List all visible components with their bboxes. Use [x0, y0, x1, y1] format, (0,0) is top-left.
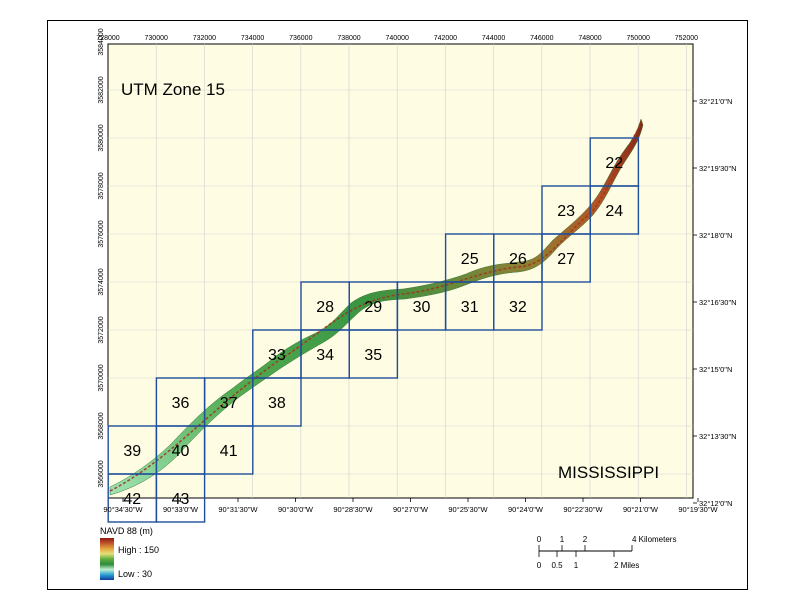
longitude-tick-label: 90°30'0"W: [278, 505, 314, 514]
longitude-tick-label: 90°27'0"W: [393, 505, 429, 514]
scale-km-label: 2: [583, 535, 588, 544]
easting-tick-labels: 728000 730000 732000 734000 736000 738000 7400…: [96, 35, 698, 42]
tile-32[interactable]: 32: [493, 281, 543, 331]
northing-tick-label: 3566000: [98, 460, 105, 487]
scale-bar-ticks: [538, 545, 633, 557]
tile-label: 25: [461, 251, 479, 268]
easting-tick-label: 742000: [434, 35, 457, 42]
easting-tick-label: 748000: [578, 35, 601, 42]
easting-tick-label: 738000: [337, 35, 360, 42]
easting-tick-label: 750000: [627, 35, 650, 42]
tile-label: 26: [509, 251, 527, 268]
northing-tick-label: 3576000: [98, 220, 105, 247]
easting-tick-label: 732000: [193, 35, 216, 42]
tile-label: 24: [605, 203, 623, 220]
tile-label: 38: [268, 395, 286, 412]
tile-41[interactable]: 41: [203, 425, 254, 475]
longitude-tick-label: 90°21'0"W: [623, 505, 659, 514]
latitude-tick-label: 32°19'30"N: [699, 164, 737, 173]
longitude-tick-label: 90°24'0"W: [508, 505, 544, 514]
northing-tick-label: 3570000: [98, 364, 105, 391]
easting-tick-label: 730000: [145, 35, 168, 42]
scale-km-label: 1: [560, 535, 565, 544]
longitude-tick-labels: 90°34'30"W 90°33'0"W 90°31'30"W 90°30'0"W 90…: [103, 498, 719, 514]
tile-label: 22: [605, 155, 623, 172]
northing-tick-label: 3582000: [98, 76, 105, 103]
northing-tick-label: 3568000: [98, 412, 105, 439]
legend-color-ramp: [100, 538, 114, 580]
tile-label: 36: [172, 395, 190, 412]
tile-label: 33: [268, 347, 286, 364]
scale-km-label: 4 Kilometers: [632, 535, 676, 544]
scale-bar-km-labels: 0 1 2 4 Kilometers: [537, 535, 677, 544]
easting-tick-label: 728000: [96, 35, 119, 42]
northing-tick-label: 3574000: [98, 268, 105, 295]
tile-label: 34: [316, 347, 334, 364]
latitude-tick-label: 32°12'0"N: [699, 499, 732, 508]
easting-tick-label: 752000: [675, 35, 698, 42]
tile-label: 30: [413, 299, 431, 316]
latitude-tick-labels: 32°21'0"N 32°19'30"N 32°18'0"N 32°16'30"N 32…: [693, 97, 737, 508]
tile-label: 40: [172, 443, 190, 460]
tile-27[interactable]: 27: [541, 233, 591, 283]
legend-high-label: High : 150: [118, 545, 159, 555]
legend-low-label: Low : 30: [118, 569, 152, 579]
easting-tick-label: 734000: [241, 35, 264, 42]
longitude-tick-label: 90°22'30"W: [563, 505, 603, 514]
tile-24[interactable]: 24: [589, 185, 640, 235]
tile-label: 39: [123, 443, 141, 460]
scale-mile-label: 0.5: [551, 561, 563, 570]
easting-tick-label: 746000: [530, 35, 553, 42]
tile-35[interactable]: 35: [348, 329, 399, 379]
scale-mile-label: 2 Miles: [614, 561, 639, 570]
northing-tick-label: 3580000: [98, 124, 105, 151]
state-label: MISSISSIPPI: [558, 463, 659, 482]
latitude-tick-label: 32°13'30"N: [699, 432, 737, 441]
river-elevation-ribbon: [109, 118, 644, 496]
tile-label: 37: [220, 395, 238, 412]
longitude-tick-label: 90°28'30"W: [333, 505, 373, 514]
tile-label: 23: [557, 203, 575, 220]
longitude-tick-label: 90°33'0"W: [163, 505, 199, 514]
northing-tick-labels: 3584000 3582000 3580000 3578000 3576000 35740…: [98, 28, 105, 487]
longitude-tick-label: 90°31'30"W: [218, 505, 258, 514]
tile-label: 32: [509, 299, 527, 316]
latitude-tick-label: 32°21'0"N: [699, 97, 732, 106]
scale-bar-mile-labels: 0 0.5 1 2 Miles: [537, 561, 640, 570]
northing-tick-label: 3572000: [98, 316, 105, 343]
elevation-legend: NAVD 88 (m) High : 150 Low : 30: [100, 526, 159, 580]
tile-label: 29: [364, 299, 382, 316]
scale-mile-label: 1: [574, 561, 579, 570]
northing-tick-label: 3578000: [98, 172, 105, 199]
scale-mile-label: 0: [537, 561, 542, 570]
northing-tick-label: 3584000: [98, 28, 105, 55]
longitude-tick-label: 90°25'30"W: [448, 505, 488, 514]
tile-label: 31: [461, 299, 479, 316]
legend-title: NAVD 88 (m): [100, 526, 153, 536]
tile-label: 27: [557, 251, 575, 268]
scale-km-label: 0: [537, 535, 542, 544]
longitude-tick-label: 90°19'30"W: [678, 505, 718, 514]
easting-tick-label: 744000: [482, 35, 505, 42]
latitude-tick-label: 32°15'0"N: [699, 365, 732, 374]
easting-tick-label: 740000: [386, 35, 409, 42]
map-canvas: 22 23 24 25 26 27 28 29 30 31 32 33 34 35 36 37 38 39 40 41…: [96, 28, 737, 580]
latitude-tick-label: 32°18'0"N: [699, 231, 732, 240]
map-frame: 22 23 24 25 26 27 28 29 30 31 32 33 34 35 36 37 38 39 40 41…: [47, 20, 748, 590]
scale-bar: 0 1 2 4 Kilometers 0 0.5 1 2 Miles: [537, 535, 677, 570]
tile-index-grid: 22 23 24 25 26 27 28 29 30 31 32 33 34 35 36 37 38 39 40 41…: [107, 137, 640, 523]
latitude-tick-label: 32°16'30"N: [699, 298, 737, 307]
tile-label: 28: [316, 299, 334, 316]
longitude-tick-label: 90°34'30"W: [103, 505, 143, 514]
tile-38[interactable]: 38: [252, 377, 302, 427]
tile-label: 42: [123, 491, 141, 508]
zone-label: UTM Zone 15: [121, 80, 225, 99]
tile-label: 41: [220, 443, 238, 460]
tile-label: 35: [364, 347, 382, 364]
easting-tick-label: 736000: [289, 35, 312, 42]
